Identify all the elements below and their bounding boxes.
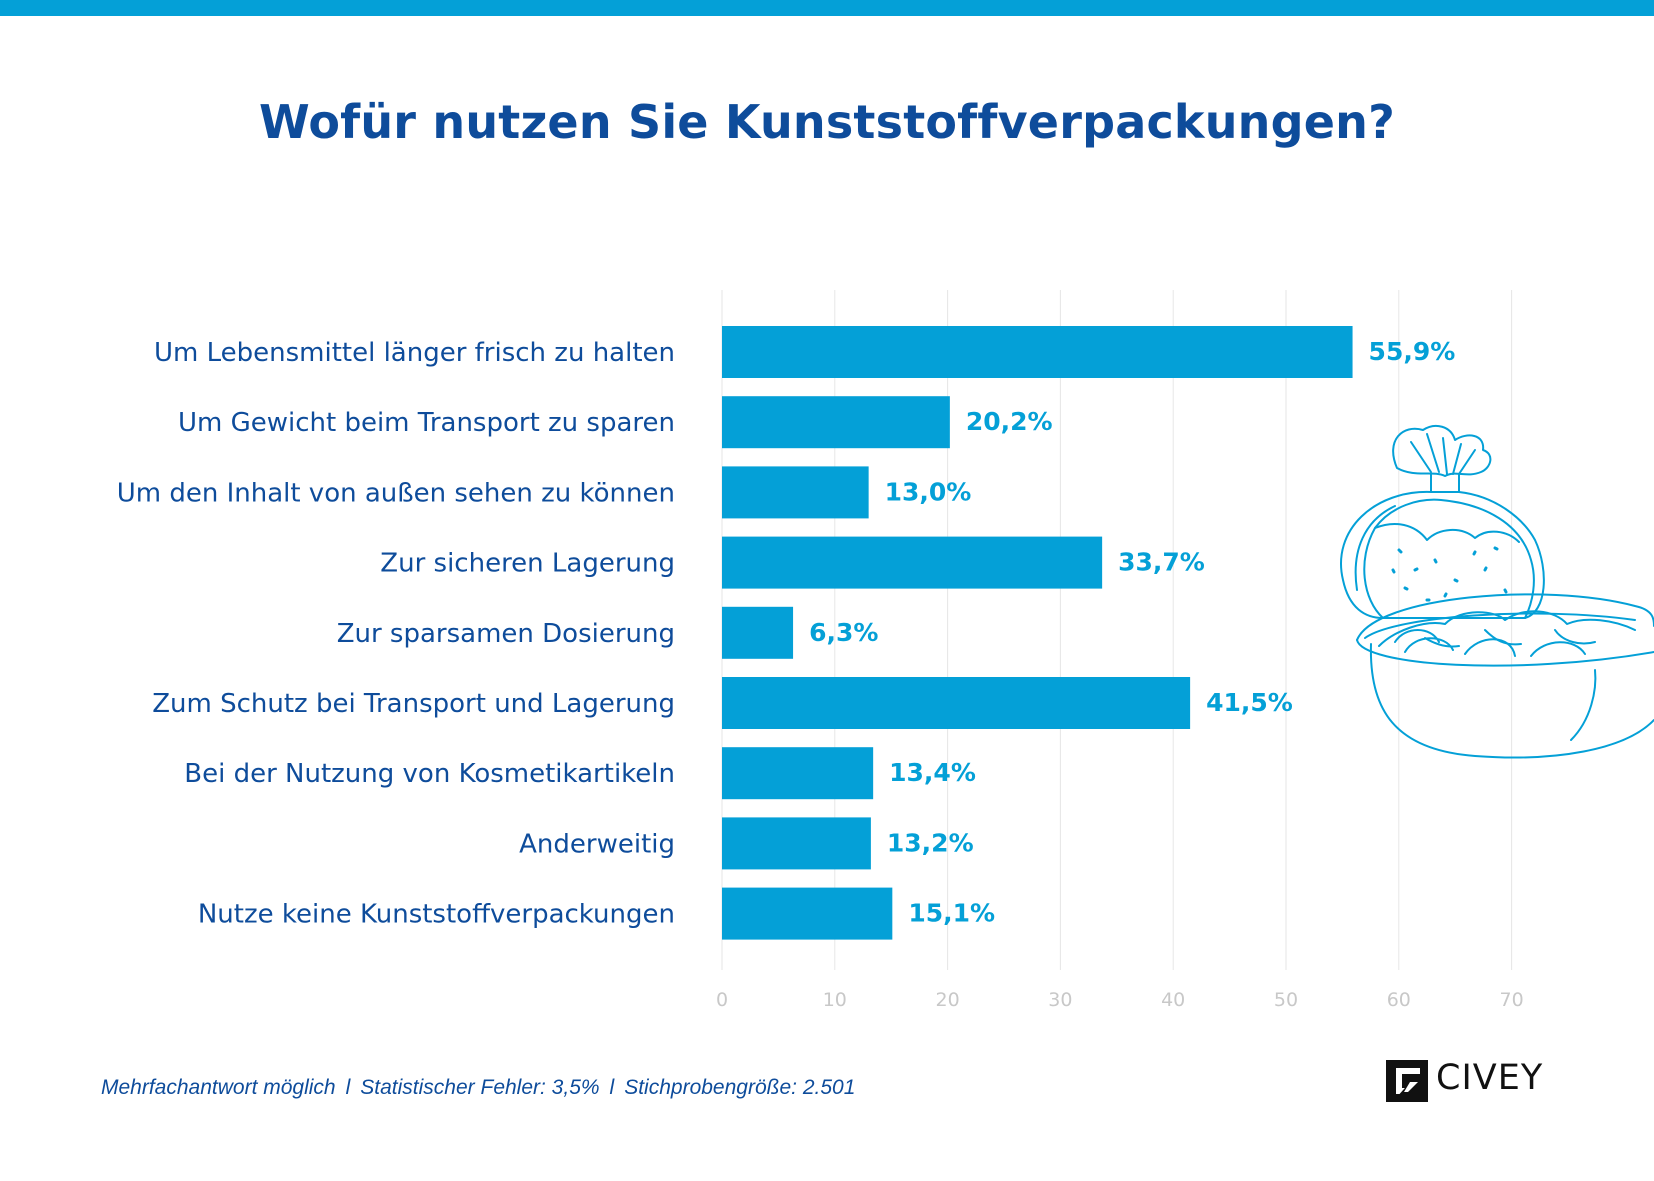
data-label: 20,2% [966, 407, 1053, 436]
chart-title: Wofür nutzen Sie Kunststoffverpackungen? [259, 95, 1395, 149]
category-label: Zur sicheren Lagerung [380, 549, 675, 579]
category-label: Um Lebensmittel länger frisch zu halten [154, 338, 675, 368]
bar [722, 606, 794, 659]
footer-note: Mehrfachantwort möglich l Statistischer Fe… [101, 1076, 855, 1100]
bar [722, 536, 1103, 589]
category-label: Zum Schutz bei Transport und Lagerung [152, 689, 675, 719]
data-label: 15,1% [908, 899, 995, 928]
brand-name: CIVEY [1436, 1058, 1544, 1098]
top-accent-bar [0, 0, 1654, 16]
footer-statistical-error: Statistischer Fehler: 3,5% [360, 1076, 600, 1099]
footer-separator: l [609, 1076, 615, 1099]
footer-separator: l [345, 1076, 351, 1099]
bar [722, 677, 1191, 729]
data-label: 55,9% [1369, 337, 1456, 366]
data-label: 13,0% [885, 477, 972, 506]
category-label: Um Gewicht beim Transport zu sparen [178, 408, 675, 438]
category-label: Anderweitig [519, 829, 675, 859]
data-label: 13,2% [887, 828, 974, 857]
data-label: 6,3% [809, 618, 878, 647]
x-tick-label: 30 [1048, 989, 1072, 1011]
civey-logo: CIVEY [1386, 1058, 1556, 1104]
x-tick-label: 60 [1387, 989, 1411, 1011]
bar [722, 396, 950, 449]
bar [722, 747, 874, 800]
civey-logo-icon [1386, 1060, 1428, 1102]
bar [722, 817, 871, 870]
footer-multiple-answers: Mehrfachantwort möglich [101, 1076, 336, 1099]
x-tick-label: 10 [823, 989, 847, 1011]
x-tick-label: 40 [1161, 989, 1185, 1011]
category-label: Um den Inhalt von außen sehen zu können [117, 478, 675, 508]
bar [722, 887, 893, 940]
bar [722, 326, 1353, 378]
bar [722, 466, 869, 519]
data-label: 33,7% [1118, 548, 1205, 577]
data-label: 13,4% [889, 758, 976, 787]
category-label: Zur sparsamen Dosierung [337, 619, 675, 649]
footer-sample-size: Stichprobengröße: 2.501 [624, 1076, 856, 1099]
x-tick-label: 20 [936, 989, 960, 1011]
x-tick-label: 50 [1274, 989, 1298, 1011]
x-tick-label: 70 [1500, 989, 1524, 1011]
data-label: 41,5% [1206, 688, 1293, 717]
category-label: Bei der Nutzung von Kosmetikartikeln [184, 759, 675, 789]
x-tick-label: 0 [716, 989, 728, 1011]
category-label: Nutze keine Kunststoffverpackungen [198, 900, 675, 930]
bread-and-salad-bowl-icon [1340, 424, 1654, 759]
